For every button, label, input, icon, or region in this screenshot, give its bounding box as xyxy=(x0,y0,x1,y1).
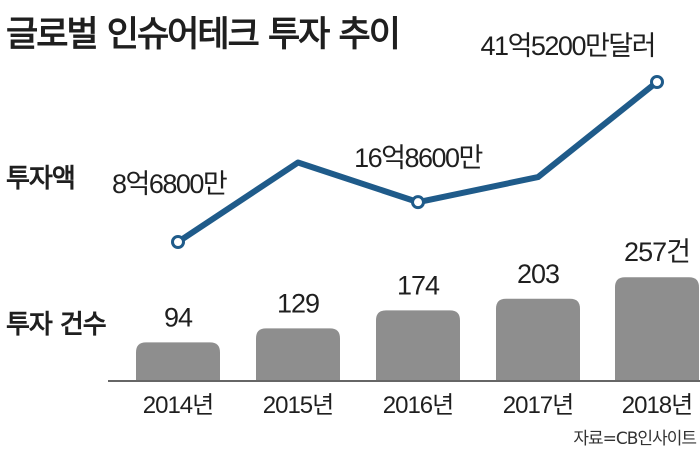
x-tick-label: 2017년 xyxy=(503,392,573,419)
line-point-2016년 xyxy=(411,195,425,210)
x-tick-label: 2015년 xyxy=(263,392,333,419)
x-tick-label: 2014년 xyxy=(143,392,213,419)
count-row-label: 투자 건수 xyxy=(6,310,107,340)
amount-row-label: 투자액 xyxy=(6,164,76,194)
bar-2017년 xyxy=(496,298,580,380)
bar-value-label: 129 xyxy=(277,288,319,318)
bar-2015년 xyxy=(256,328,340,380)
line-value-label: 41억5200만달러 xyxy=(481,31,655,61)
bar-value-label: 203 xyxy=(517,259,559,289)
bar-2016년 xyxy=(376,310,460,380)
line-value-label: 16억8600만 xyxy=(354,143,482,173)
source-note: 자료=CB인사이트 xyxy=(573,429,697,449)
bar-2014년 xyxy=(136,342,220,380)
x-tick-label: 2016년 xyxy=(383,392,453,419)
x-tick-label: 2018년 xyxy=(622,392,692,419)
bar-2018년 xyxy=(615,277,699,380)
line-point-2014년 xyxy=(171,235,185,249)
chart-title: 글로벌 인슈어테크 투자 추이 xyxy=(6,15,401,55)
line-value-label: 8억6800만 xyxy=(112,169,227,199)
bar-value-label: 257건 xyxy=(624,237,690,267)
line-point-2018년 xyxy=(650,75,664,89)
bar-value-label: 174 xyxy=(397,270,440,300)
bar-value-label: 94 xyxy=(164,302,193,332)
